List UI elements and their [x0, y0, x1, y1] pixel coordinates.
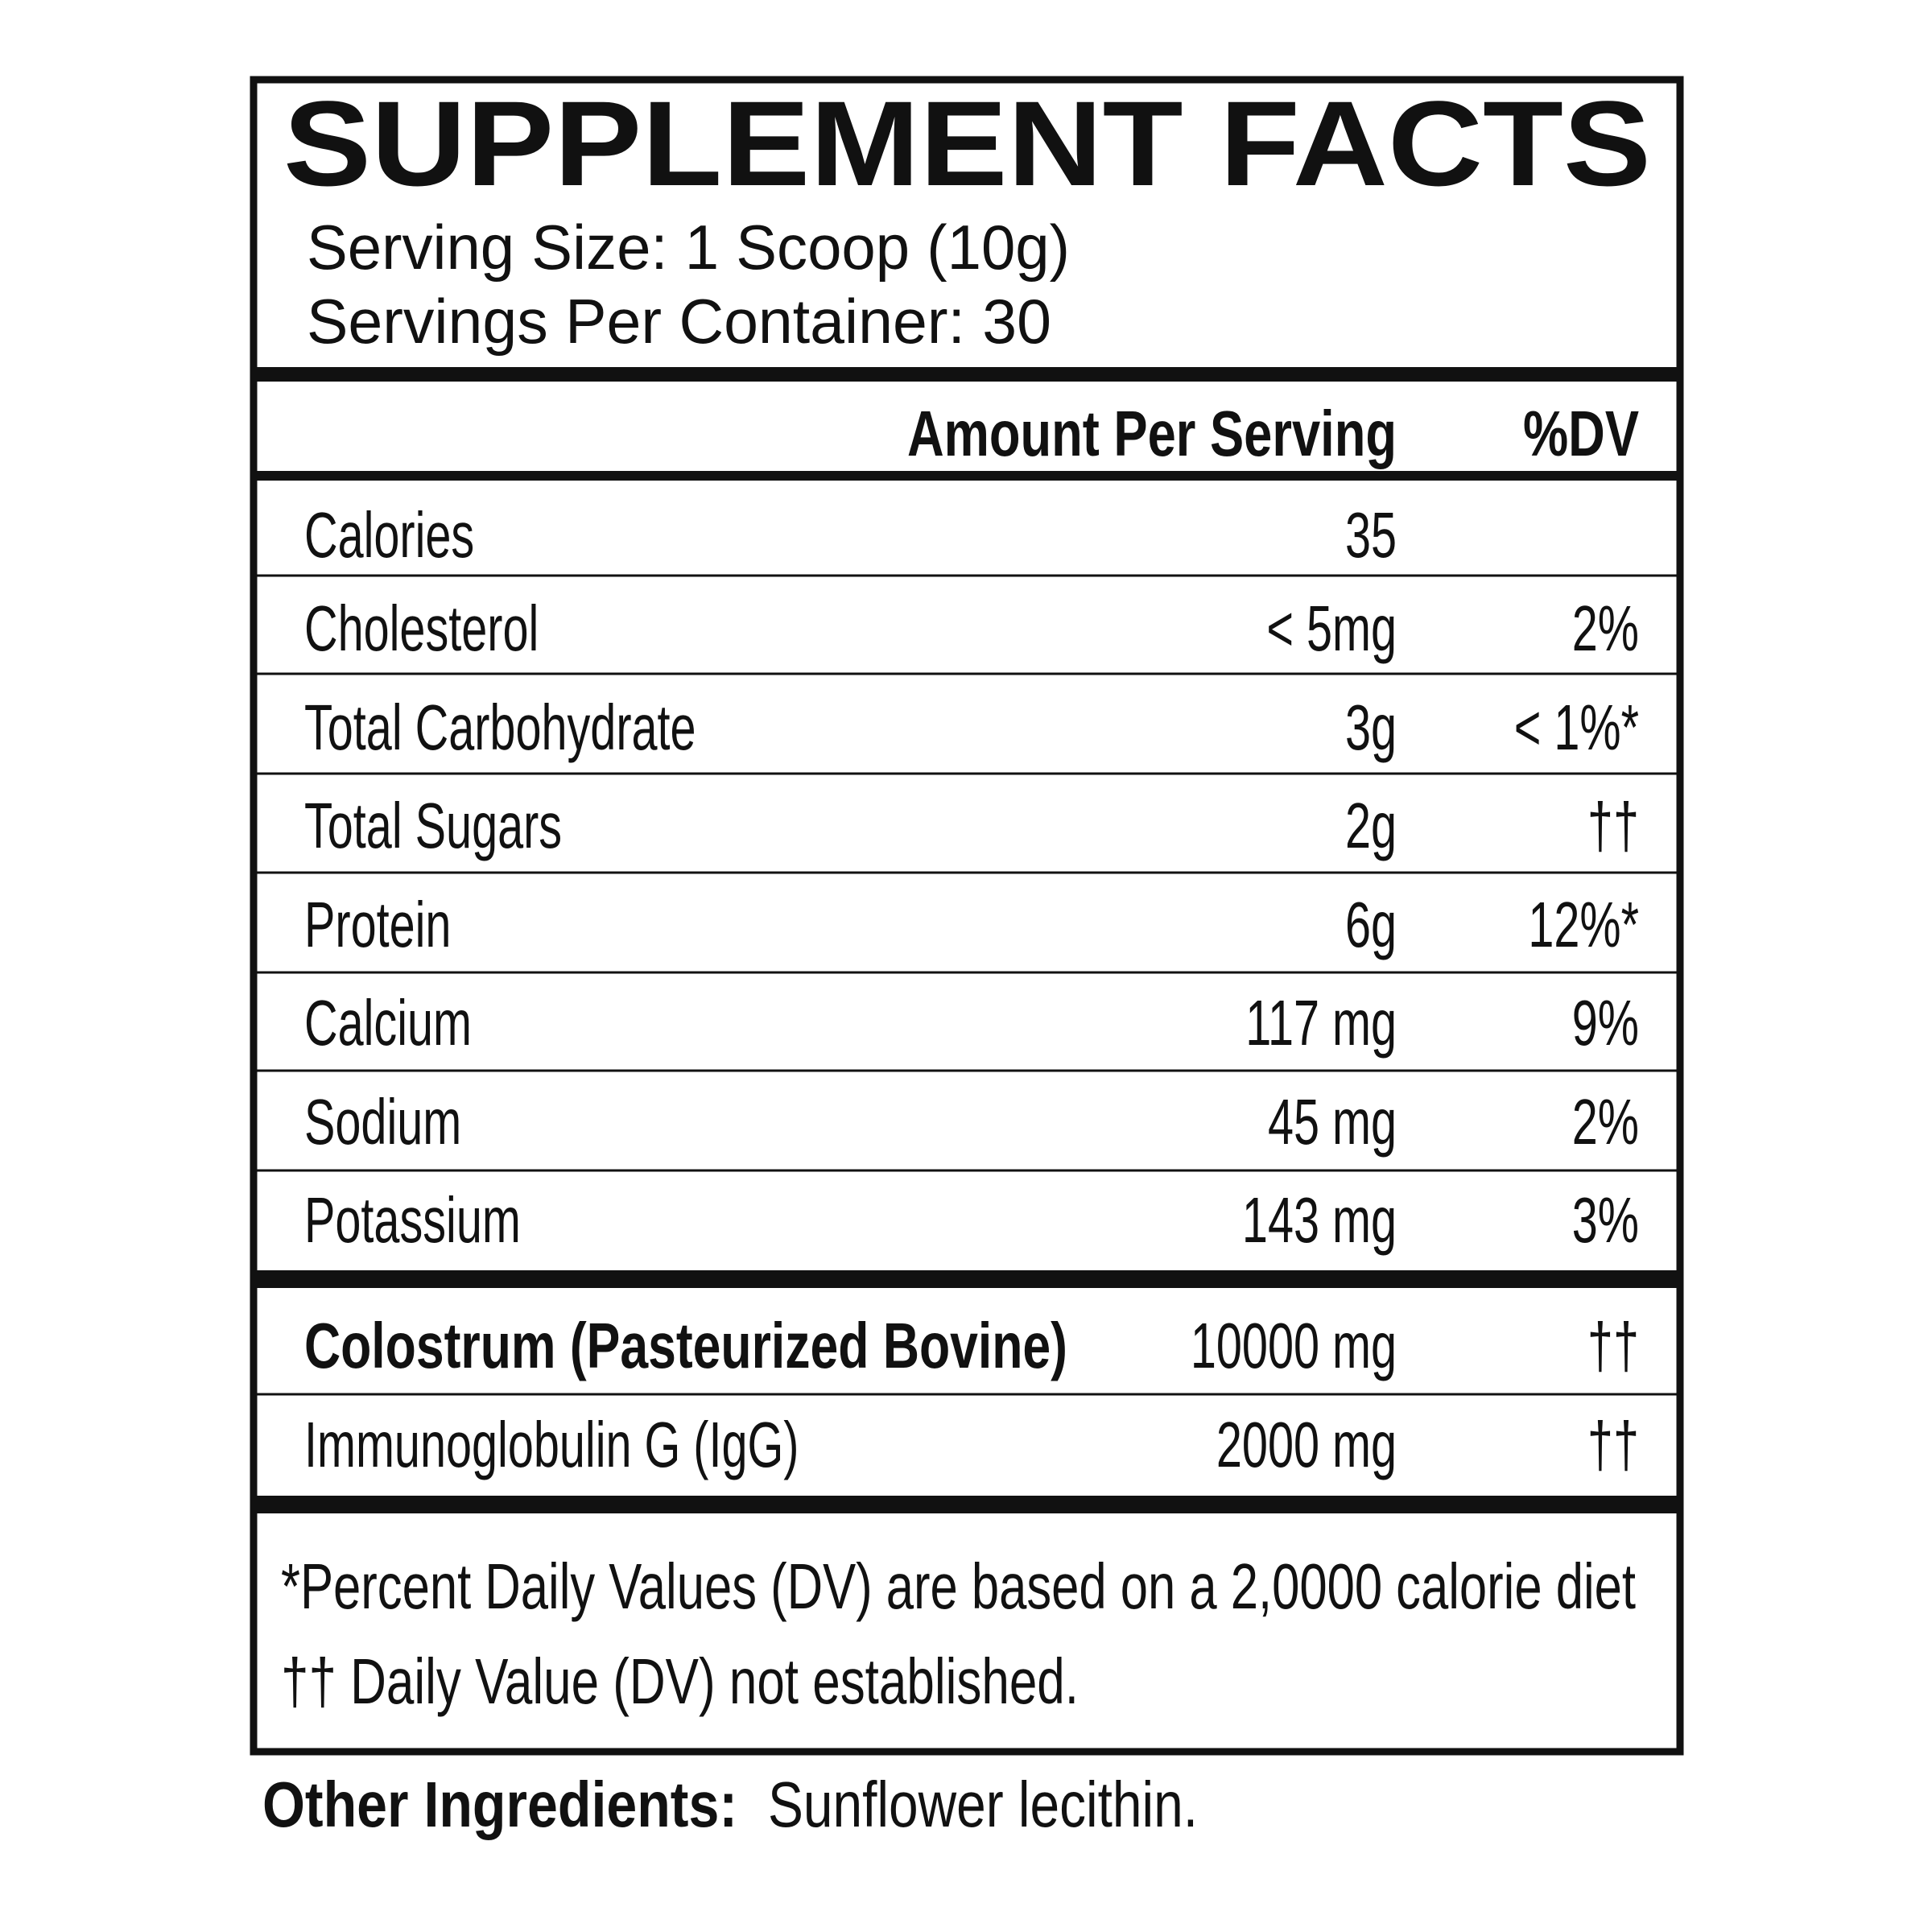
nutrient-name: Potassium [304, 1184, 521, 1257]
nutrient-dv: < 1%* [1514, 691, 1639, 764]
nutrient-amount: 6g [1345, 889, 1397, 961]
nutrient-amount: 2000 mg [1216, 1409, 1397, 1481]
nutrient-name: Protein [304, 889, 451, 961]
nutrient-dv: †† [1587, 790, 1639, 862]
label-border [250, 76, 1684, 1756]
nutrient-amount: 2g [1345, 790, 1397, 862]
nutrient-dv: 12%* [1528, 889, 1639, 961]
nutrient-dv: †† [1587, 1409, 1639, 1481]
nutrient-amount: 117 mg [1245, 987, 1397, 1059]
nutrient-name: Cholesterol [304, 592, 539, 665]
nutrient-dv: 3% [1572, 1184, 1639, 1257]
nutrient-name: Total Sugars [304, 790, 562, 862]
nutrient-amount: 10000 mg [1191, 1310, 1397, 1382]
servings-per-container: Servings Per Container: 30 [307, 286, 1051, 357]
nutrient-dv: 2% [1572, 1086, 1639, 1158]
footnote: †† Daily Value (DV) not established. [281, 1645, 1079, 1718]
nutrient-dv: †† [1587, 1310, 1639, 1382]
nutrient-name: Colostrum (Pasteurized Bovine) [304, 1310, 1067, 1382]
header-amount: Amount Per Serving [907, 398, 1397, 470]
nutrient-amount: 35 [1345, 499, 1397, 572]
nutrient-amount: 45 mg [1268, 1086, 1397, 1158]
title: SUPPLEMENT FACTS [283, 76, 1651, 211]
header-dv: %DV [1523, 398, 1639, 470]
nutrient-name: Calories [304, 499, 474, 572]
serving-size: Serving Size: 1 Scoop (10g) [307, 212, 1070, 283]
other-ingredients-text: Sunflower lecithin. [768, 1769, 1198, 1841]
nutrient-name: Total Carbohydrate [304, 691, 696, 764]
nutrient-name: Calcium [304, 987, 472, 1059]
nutrient-dv: 2% [1572, 592, 1639, 665]
nutrient-dv: 9% [1572, 987, 1639, 1059]
nutrient-name: Immunoglobulin G (IgG) [304, 1409, 799, 1481]
nutrient-amount: < 5mg [1266, 592, 1397, 665]
footnote: *Percent Daily Values (DV) are based on … [281, 1550, 1636, 1623]
nutrient-amount: 3g [1345, 691, 1397, 764]
nutrient-amount: 143 mg [1242, 1184, 1397, 1257]
other-ingredients-label: Other Ingredients: [262, 1769, 737, 1841]
nutrient-name: Sodium [304, 1086, 461, 1158]
